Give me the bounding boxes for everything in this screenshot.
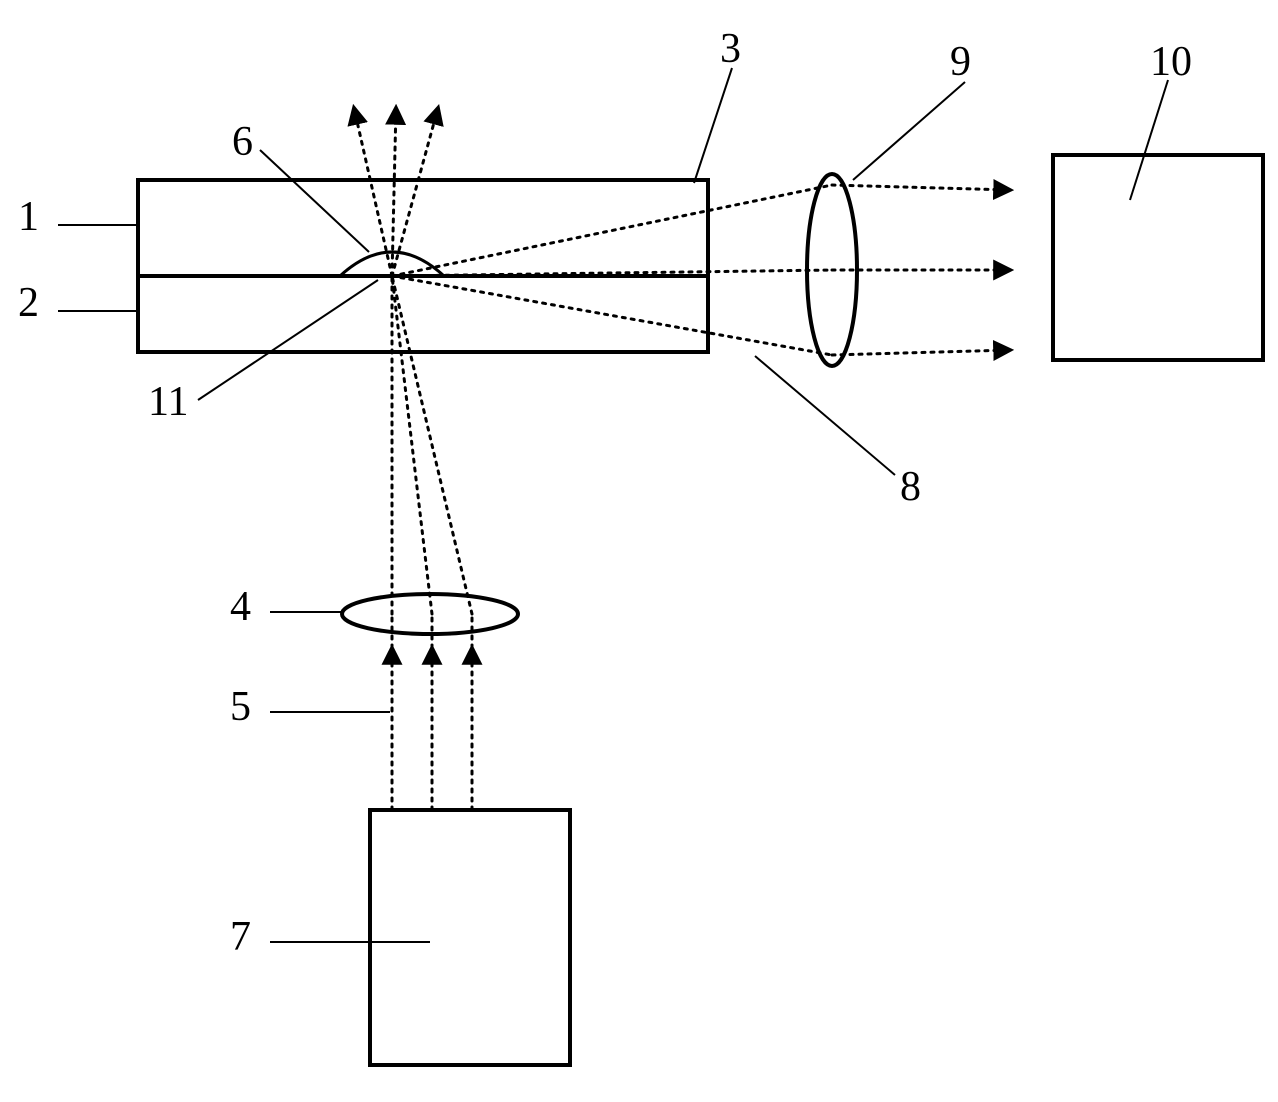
label-l10: 10 — [1150, 39, 1192, 85]
label-l5: 5 — [230, 684, 251, 730]
pump-ray-upper-2 — [392, 276, 472, 614]
leader-l9 — [853, 82, 965, 180]
side-ray-in-0 — [392, 185, 832, 276]
leader-l11 — [198, 280, 378, 400]
lens-4 — [342, 594, 518, 634]
side-ray-out-2 — [832, 350, 1010, 355]
label-l8: 8 — [900, 464, 921, 510]
top-out-ray-2 — [392, 108, 438, 276]
leader-l6 — [260, 150, 369, 252]
label-l1: 1 — [18, 194, 39, 240]
leader-l10 — [1130, 80, 1168, 200]
label-l3: 3 — [720, 26, 741, 72]
label-l4: 4 — [230, 584, 251, 630]
top-out-ray-0 — [354, 108, 392, 276]
label-l7: 7 — [230, 914, 251, 960]
source-box-7 — [370, 810, 570, 1065]
side-ray-in-2 — [392, 276, 832, 355]
detector-box-10 — [1053, 155, 1263, 360]
side-ray-out-0 — [832, 185, 1010, 190]
label-l9: 9 — [950, 39, 971, 85]
label-l2: 2 — [18, 280, 39, 326]
label-l11: 11 — [148, 379, 188, 425]
label-l6: 6 — [232, 119, 253, 165]
leader-l8 — [755, 356, 895, 475]
slab-outline — [138, 180, 708, 352]
pump-ray-upper-1 — [392, 276, 432, 614]
leader-l3 — [694, 68, 732, 183]
